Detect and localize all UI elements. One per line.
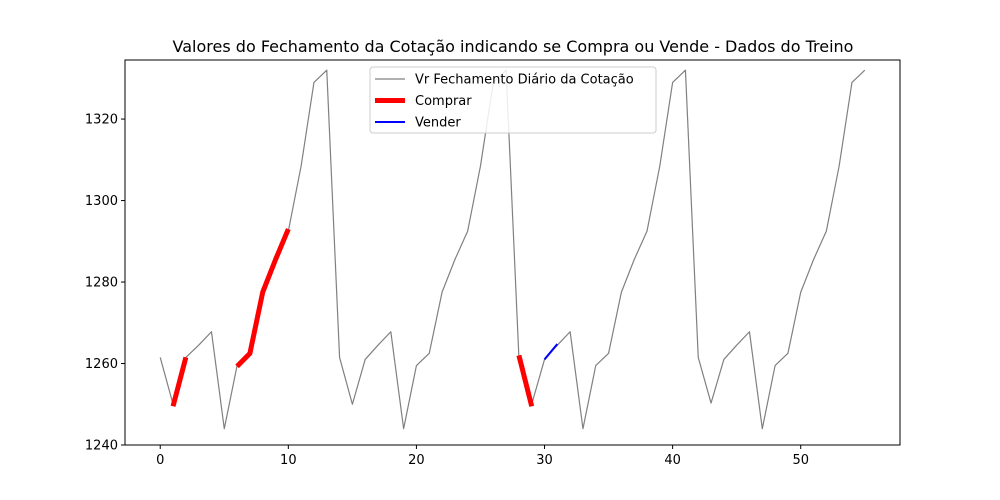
axes-frame	[124, 59, 901, 446]
series-1-segment-0	[170, 356, 189, 407]
series-group	[159, 69, 866, 430]
plot-area	[159, 69, 866, 430]
legend-label-0: Vr Fechamento Diário da Cotação	[415, 73, 634, 88]
y-tick-label-1300: 1300	[85, 194, 118, 209]
x-tick-label-20: 20	[408, 453, 425, 468]
series-2-segment-0	[543, 343, 559, 361]
series-1-segment-1	[235, 228, 291, 369]
x-tick-label-10: 10	[280, 453, 297, 468]
legend: Vr Fechamento Diário da Cotação Comprar Ve…	[369, 66, 657, 134]
x-tick-label-0: 0	[156, 453, 164, 468]
x-tick-label-50: 50	[792, 453, 809, 468]
y-tick-label-1260: 1260	[85, 357, 118, 372]
y-tick-label-1320: 1320	[85, 113, 118, 128]
legend-box	[369, 66, 657, 134]
x-tick-label-30: 30	[536, 453, 553, 468]
chart-title: Valores do Fechamento da Cotação indican…	[173, 37, 854, 56]
y-tick-label-1280: 1280	[85, 276, 118, 291]
axes: 0 10 20 30 40 50 1240 1260 1280 1300 1320	[85, 59, 901, 468]
legend-label-1: Comprar	[415, 94, 472, 109]
x-tick-label-40: 40	[664, 453, 681, 468]
series-1-segment-2	[516, 354, 535, 407]
legend-label-2: Vender	[415, 116, 461, 131]
y-tick-label-1240: 1240	[85, 439, 118, 454]
